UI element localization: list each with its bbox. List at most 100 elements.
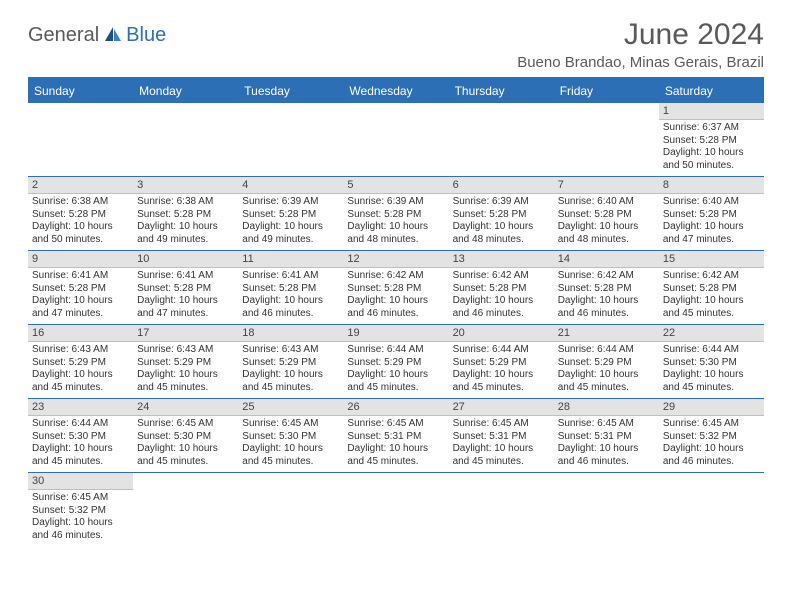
daylight2-text: and 49 minutes. [137,234,234,247]
calendar-cell: 21Sunrise: 6:44 AMSunset: 5:29 PMDayligh… [554,325,659,398]
daylight1-text: Daylight: 10 hours [663,369,760,382]
calendar-cell: 1 Sunrise: 6:37 AMSunset: 5:28 PMDaylight… [659,103,764,176]
daylight2-text: and 48 minutes. [347,234,444,247]
cell-body: Sunrise: 6:41 AMSunset: 5:28 PMDaylight:… [28,268,133,324]
sunset-text: Sunset: 5:30 PM [137,431,234,444]
cell-body: Sunrise: 6:44 AMSunset: 5:29 PMDaylight:… [449,342,554,398]
sunset-text: Sunset: 5:28 PM [242,209,339,222]
calendar-cell: 7Sunrise: 6:40 AMSunset: 5:28 PMDaylight… [554,177,659,250]
sunrise-text: Sunrise: 6:43 AM [242,344,339,357]
date-number: 19 [343,325,448,342]
sunset-text: Sunset: 5:28 PM [347,209,444,222]
date-number: 28 [554,399,659,416]
sunset-text: Sunset: 5:31 PM [453,431,550,444]
sunset-text: Sunset: 5:29 PM [242,357,339,370]
weekday-friday: Friday [554,79,659,103]
sunset-text: Sunset: 5:28 PM [32,209,129,222]
daylight2-text: and 45 minutes. [32,382,129,395]
calendar-cell: 29Sunrise: 6:45 AMSunset: 5:32 PMDayligh… [659,399,764,472]
date-number: 30 [28,473,133,490]
sunset-text: Sunset: 5:28 PM [137,209,234,222]
sunset-text: Sunset: 5:32 PM [32,505,129,518]
sunset-text: Sunset: 5:30 PM [242,431,339,444]
daylight1-text: Daylight: 10 hours [663,147,760,160]
calendar-cell: 17Sunrise: 6:43 AMSunset: 5:29 PMDayligh… [133,325,238,398]
calendar-cell: 18Sunrise: 6:43 AMSunset: 5:29 PMDayligh… [238,325,343,398]
calendar-cell: 30 Sunrise: 6:45 AMSunset: 5:32 PMDayligh… [28,473,133,546]
cell-body: Sunrise: 6:40 AMSunset: 5:28 PMDaylight:… [659,194,764,250]
daylight2-text: and 46 minutes. [32,530,129,543]
sunrise-text: Sunrise: 6:45 AM [137,418,234,431]
calendar-cell: 3Sunrise: 6:38 AMSunset: 5:28 PMDaylight… [133,177,238,250]
calendar-week: 23Sunrise: 6:44 AMSunset: 5:30 PMDayligh… [28,399,764,473]
cell-body: Sunrise: 6:43 AMSunset: 5:29 PMDaylight:… [28,342,133,398]
calendar-cell [449,473,554,546]
date-number: 2 [28,177,133,194]
sunrise-text: Sunrise: 6:42 AM [453,270,550,283]
calendar-cell [343,473,448,546]
cell-body: Sunrise: 6:45 AMSunset: 5:31 PMDaylight:… [343,416,448,472]
calendar-cell: 27Sunrise: 6:45 AMSunset: 5:31 PMDayligh… [449,399,554,472]
daylight1-text: Daylight: 10 hours [558,369,655,382]
daylight1-text: Daylight: 10 hours [453,295,550,308]
sunrise-text: Sunrise: 6:37 AM [663,122,760,135]
sunrise-text: Sunrise: 6:45 AM [32,492,129,505]
daylight1-text: Daylight: 10 hours [663,443,760,456]
sunset-text: Sunset: 5:28 PM [663,209,760,222]
cell-body: Sunrise: 6:42 AMSunset: 5:28 PMDaylight:… [449,268,554,324]
sunset-text: Sunset: 5:28 PM [663,135,760,148]
sunrise-text: Sunrise: 6:44 AM [558,344,655,357]
calendar-cell [554,473,659,546]
daylight2-text: and 47 minutes. [137,308,234,321]
weekday-monday: Monday [133,79,238,103]
daylight1-text: Daylight: 10 hours [242,443,339,456]
calendar-cell: 19Sunrise: 6:44 AMSunset: 5:29 PMDayligh… [343,325,448,398]
daylight1-text: Daylight: 10 hours [137,369,234,382]
sunrise-text: Sunrise: 6:45 AM [453,418,550,431]
sunset-text: Sunset: 5:28 PM [453,209,550,222]
calendar-cell: 11Sunrise: 6:41 AMSunset: 5:28 PMDayligh… [238,251,343,324]
calendar-cell: 28Sunrise: 6:45 AMSunset: 5:31 PMDayligh… [554,399,659,472]
logo-text-general: General [28,24,99,47]
sunrise-text: Sunrise: 6:44 AM [32,418,129,431]
sunrise-text: Sunrise: 6:42 AM [558,270,655,283]
weekday-thursday: Thursday [449,79,554,103]
cell-body: Sunrise: 6:45 AMSunset: 5:31 PMDaylight:… [449,416,554,472]
daylight1-text: Daylight: 10 hours [453,221,550,234]
sunset-text: Sunset: 5:28 PM [347,283,444,296]
cell-body: Sunrise: 6:41 AMSunset: 5:28 PMDaylight:… [133,268,238,324]
daylight2-text: and 50 minutes. [663,160,760,173]
daylight2-text: and 45 minutes. [663,308,760,321]
daylight2-text: and 47 minutes. [32,308,129,321]
date-number: 23 [28,399,133,416]
sunrise-text: Sunrise: 6:45 AM [242,418,339,431]
month-title: June 2024 [517,18,764,52]
cell-body: Sunrise: 6:44 AMSunset: 5:29 PMDaylight:… [343,342,448,398]
sunrise-text: Sunrise: 6:41 AM [32,270,129,283]
cell-body: Sunrise: 6:38 AMSunset: 5:28 PMDaylight:… [28,194,133,250]
date-number: 8 [659,177,764,194]
daylight2-text: and 45 minutes. [558,382,655,395]
date-number: 16 [28,325,133,342]
sunset-text: Sunset: 5:28 PM [137,283,234,296]
daylight1-text: Daylight: 10 hours [32,517,129,530]
sunset-text: Sunset: 5:28 PM [663,283,760,296]
logo-text-blue: Blue [126,24,166,47]
sunrise-text: Sunrise: 6:44 AM [663,344,760,357]
daylight1-text: Daylight: 10 hours [242,221,339,234]
calendar-cell [449,103,554,176]
sunrise-text: Sunrise: 6:41 AM [242,270,339,283]
sunset-text: Sunset: 5:28 PM [453,283,550,296]
sunrise-text: Sunrise: 6:38 AM [137,196,234,209]
date-number: 1 [659,103,764,120]
location: Bueno Brandao, Minas Gerais, Brazil [517,54,764,71]
sunset-text: Sunset: 5:31 PM [558,431,655,444]
sunrise-text: Sunrise: 6:42 AM [663,270,760,283]
sunset-text: Sunset: 5:29 PM [32,357,129,370]
sunset-text: Sunset: 5:28 PM [558,283,655,296]
sunrise-text: Sunrise: 6:39 AM [347,196,444,209]
calendar-week: 9Sunrise: 6:41 AMSunset: 5:28 PMDaylight… [28,251,764,325]
sunrise-text: Sunrise: 6:45 AM [347,418,444,431]
daylight1-text: Daylight: 10 hours [663,221,760,234]
sunrise-text: Sunrise: 6:44 AM [347,344,444,357]
